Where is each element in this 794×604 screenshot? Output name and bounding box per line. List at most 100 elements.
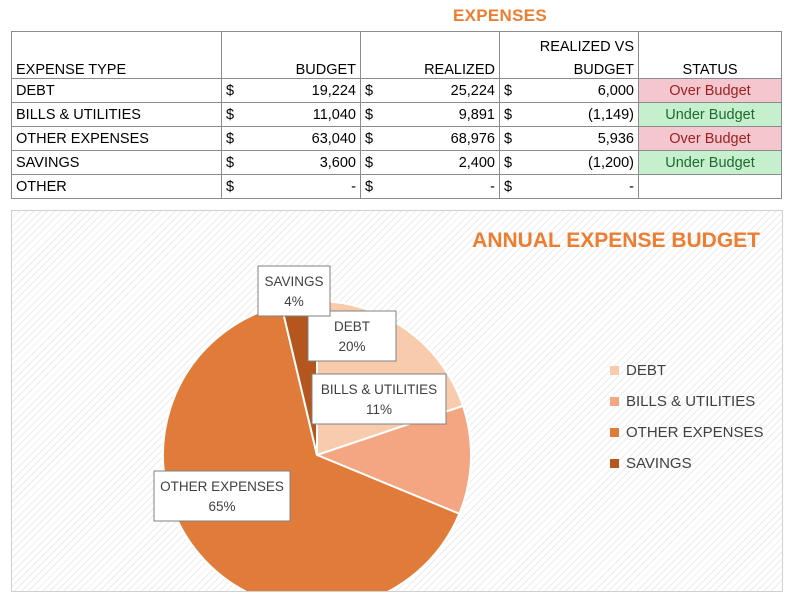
realized-cell: $9,891 — [360, 102, 500, 127]
currency-symbol: $ — [504, 130, 513, 147]
data-label-category: BILLS & UTILITIES — [321, 382, 437, 397]
data-label-box — [257, 265, 331, 317]
currency-symbol: $ — [504, 106, 513, 123]
status-badge: Under Budget — [638, 150, 782, 175]
status-badge: Over Budget — [638, 78, 782, 103]
header-cell-blank — [221, 31, 361, 55]
expense-type-cell: SAVINGS — [11, 150, 222, 175]
legend-swatch — [610, 366, 619, 375]
table-row: OTHER EXPENSES $63,040 $68,976 $5,936 Over B… — [11, 126, 782, 151]
currency-symbol: $ — [226, 154, 235, 171]
data-label-percent: 65% — [208, 499, 235, 514]
budget-cell: $3,600 — [221, 150, 361, 175]
data-label-category: DEBT — [334, 319, 370, 334]
currency-symbol: $ — [365, 178, 374, 195]
expense-type-cell: OTHER EXPENSES — [11, 126, 222, 151]
table-row: DEBT $19,224 $25,224 $6,000 Over Budget — [11, 78, 782, 103]
currency-symbol: $ — [365, 82, 374, 99]
data-label: DEBT 20% — [307, 310, 397, 362]
currency-symbol: $ — [504, 82, 513, 99]
realized-value: 68,976 — [450, 130, 495, 147]
diff-cell: $ - — [499, 174, 639, 199]
expense-type-cell: OTHER — [11, 174, 222, 199]
header-cell-blank — [11, 31, 222, 55]
chart-title: ANNUAL EXPENSE BUDGET — [472, 229, 760, 252]
realized-cell: $68,976 — [360, 126, 500, 151]
legend-label: OTHER EXPENSES — [626, 424, 764, 441]
data-label-category: OTHER EXPENSES — [160, 479, 284, 494]
table-row: BILLS & UTILITIES $11,040 $9,891 $ (1,149) Un… — [11, 102, 782, 127]
data-label-percent: 20% — [338, 339, 365, 354]
legend-swatch — [610, 459, 619, 468]
currency-symbol: $ — [504, 178, 513, 195]
data-label-percent: 11% — [366, 402, 392, 417]
header-status: STATUS — [638, 55, 782, 79]
realized-value: 25,224 — [450, 82, 495, 99]
realized-cell: $2,400 — [360, 150, 500, 175]
legend-label: SAVINGS — [626, 455, 692, 472]
budget-value: 3,600 — [319, 154, 356, 171]
realized-value: - — [490, 178, 495, 195]
diff-value: (1,200) — [588, 154, 634, 171]
diff-cell: $ (1,200) — [499, 150, 639, 175]
header-realized-vs-budget-line2: BUDGET — [499, 55, 639, 79]
budget-value: 19,224 — [311, 82, 356, 99]
data-label-box — [153, 470, 291, 522]
table-header-row-1: REALIZED VS — [11, 31, 782, 55]
expense-type-cell: BILLS & UTILITIES — [11, 102, 222, 127]
data-label-box — [307, 310, 397, 362]
budget-value: 11,040 — [312, 106, 356, 123]
expense-type-cell: DEBT — [11, 78, 222, 103]
sheet-title: EXPENSES — [452, 6, 548, 25]
diff-cell: $6,000 — [499, 78, 639, 103]
currency-symbol: $ — [226, 106, 235, 123]
data-label: SAVINGS 4% — [257, 265, 331, 317]
header-realized-vs-budget-line1: REALIZED VS — [499, 31, 639, 55]
legend-swatch — [610, 428, 619, 437]
budget-value: 63,040 — [311, 130, 356, 147]
status-badge: Over Budget — [638, 126, 782, 151]
currency-symbol: $ — [365, 130, 374, 147]
realized-value: 9,891 — [458, 106, 495, 123]
diff-value: 6,000 — [597, 82, 634, 99]
table-row: SAVINGS $3,600 $2,400 $ (1,200) Under Budget — [11, 150, 782, 175]
header-cell-blank — [360, 31, 500, 55]
currency-symbol: $ — [226, 130, 235, 147]
pie-slice-bills-utilities — [314, 404, 472, 516]
data-label-percent: 4% — [284, 294, 304, 309]
header-cell-blank — [638, 31, 782, 55]
pie-chart-area: ANNUAL EXPENSE BUDGET DEBT 20% BILLS & UTI… — [11, 210, 783, 592]
legend-label: DEBT — [626, 362, 666, 379]
table-row: OTHER $ - $ - $ - — [11, 174, 782, 199]
realized-value: 2,400 — [458, 154, 495, 171]
diff-cell: $5,936 — [499, 126, 639, 151]
diff-value: - — [629, 178, 634, 195]
pie-chart: ANNUAL EXPENSE BUDGET DEBT 20% BILLS & UTI… — [153, 229, 764, 591]
currency-symbol: $ — [365, 154, 374, 171]
currency-symbol: $ — [504, 154, 513, 171]
table-header-row-2: EXPENSE TYPE BUDGET REALIZED BUDGET STAT… — [11, 55, 782, 79]
header-budget: BUDGET — [221, 55, 361, 79]
legend-label: BILLS & UTILITIES — [626, 393, 755, 410]
status-badge — [638, 174, 782, 199]
diff-value: (1,149) — [588, 106, 634, 123]
header-realized: REALIZED — [360, 55, 500, 79]
diff-value: 5,936 — [597, 130, 634, 147]
legend-swatch — [610, 397, 619, 406]
data-label: BILLS & UTILITIES 11% — [311, 373, 447, 425]
currency-symbol: $ — [226, 82, 235, 99]
data-label-box — [311, 373, 447, 425]
diff-cell: $ (1,149) — [499, 102, 639, 127]
realized-cell: $ - — [360, 174, 500, 199]
budget-cell: $19,224 — [221, 78, 361, 103]
expenses-table: REALIZED VS EXPENSE TYPE BUDGET REALIZED… — [11, 31, 782, 199]
data-label-category: SAVINGS — [264, 274, 323, 289]
currency-symbol: $ — [226, 178, 235, 195]
budget-value: - — [351, 178, 356, 195]
budget-cell: $11,040 — [221, 102, 361, 127]
status-badge: Under Budget — [638, 102, 782, 127]
header-expense-type: EXPENSE TYPE — [11, 55, 222, 79]
budget-cell: $63,040 — [221, 126, 361, 151]
budget-cell: $ - — [221, 174, 361, 199]
realized-cell: $25,224 — [360, 78, 500, 103]
